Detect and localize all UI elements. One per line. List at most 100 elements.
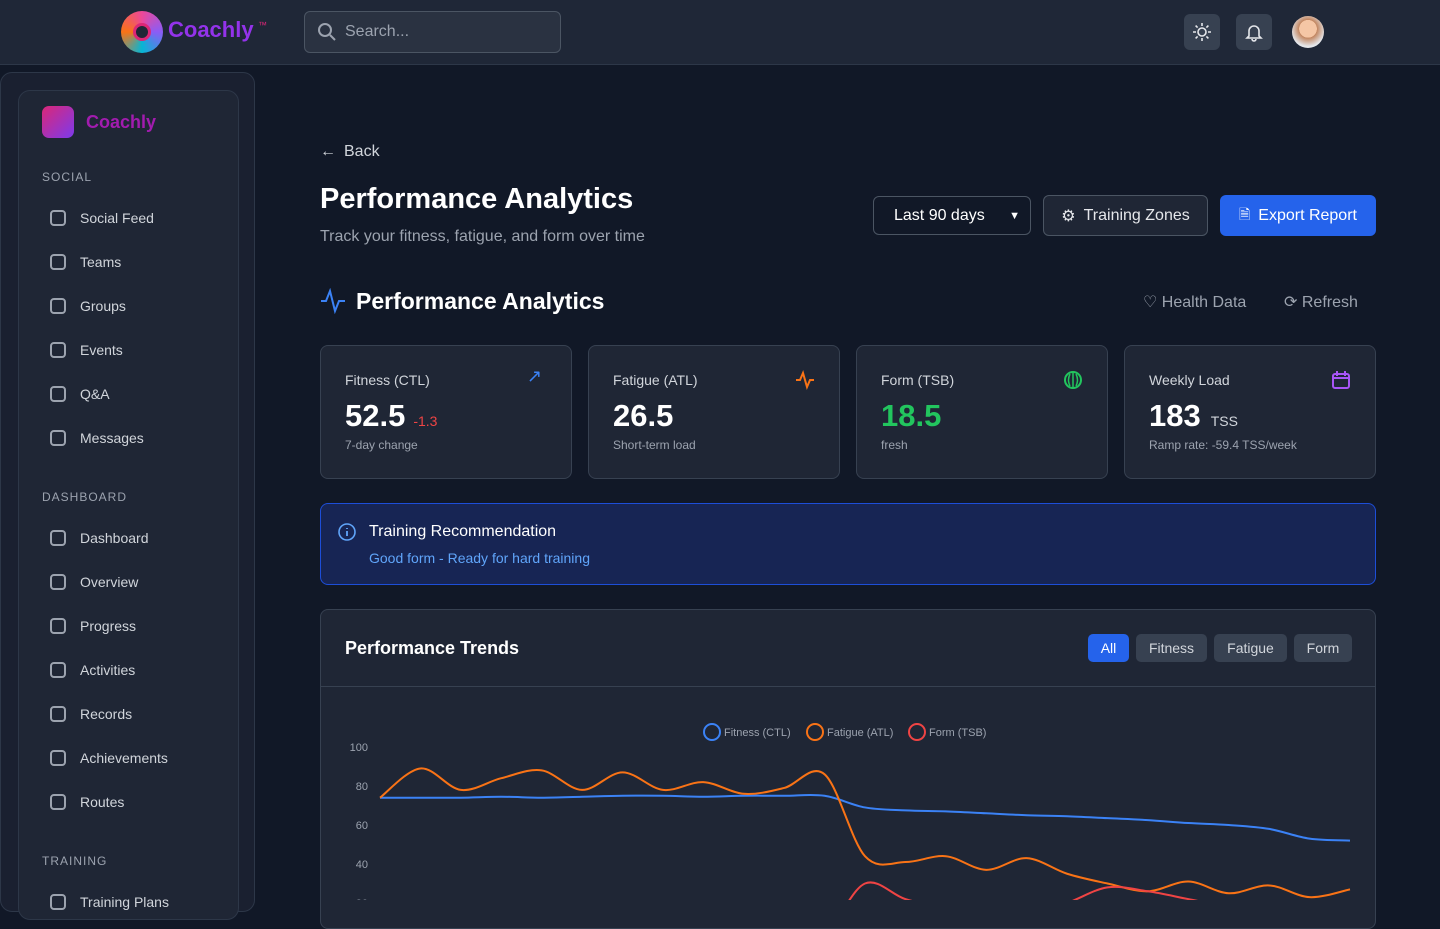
sidebar-icon <box>50 430 66 446</box>
recommendation-title: Training Recommendation <box>369 523 557 540</box>
sidebar-icon <box>50 254 66 270</box>
sidebar-icon <box>50 750 66 766</box>
stat-card: Weekly Load 183 TSS Ramp rate: -59.4 TSS/… <box>1124 345 1376 479</box>
sidebar-item[interactable]: Q&A <box>50 382 230 406</box>
avatar[interactable] <box>1292 16 1324 48</box>
y-tick-label: 40 <box>356 859 368 871</box>
sidebar-label: Progress <box>80 618 137 634</box>
health-text: Health Data <box>1161 294 1247 311</box>
info-icon <box>338 523 356 541</box>
card-note: 7-day change <box>345 438 418 452</box>
sidebar-label: Activities <box>80 662 136 678</box>
sidebar-icon <box>50 530 66 546</box>
sidebar-label: Achievements <box>80 750 168 766</box>
zones-button[interactable]: ⚙ Training Zones <box>1043 195 1208 236</box>
page-subtitle: Track your fitness, fatigue, and form ov… <box>320 228 645 245</box>
stat-card: Form (TSB) 18.5 fresh <box>856 345 1108 479</box>
chart: 020406080100Fitness (CTL)Fatigue (ATL)Fo… <box>350 723 1351 900</box>
filter-button[interactable]: Form <box>1294 634 1352 662</box>
refresh-button[interactable]: ⟳ Refresh <box>1284 294 1358 311</box>
sidebar-icon <box>50 618 66 634</box>
sidebar-label: Overview <box>80 574 139 590</box>
sun-icon <box>1193 23 1211 41</box>
logo-text[interactable]: Coachly <box>168 17 254 42</box>
sidebar-label: Social Feed <box>80 210 154 226</box>
card-unit: TSS <box>1210 413 1238 429</box>
filter-button[interactable]: Fitness <box>1136 634 1207 662</box>
notifications[interactable] <box>1236 14 1272 50</box>
legend-label: Fatigue (ATL) <box>827 727 893 739</box>
legend-swatch <box>908 723 926 741</box>
y-tick-label: 20 <box>356 898 368 900</box>
health-button[interactable]: ♡ Health Data <box>1143 294 1247 311</box>
line-series <box>848 881 1199 900</box>
card-value: 18.5 <box>881 398 942 433</box>
sidebar-item[interactable]: Records <box>50 702 230 726</box>
theme-toggle[interactable] <box>1184 14 1220 50</box>
card-icon <box>1332 371 1350 389</box>
trends-title: Performance Trends <box>345 638 520 658</box>
filter-button[interactable]: Fatigue <box>1214 634 1287 662</box>
brand-icon <box>42 106 74 138</box>
stat-card: Fatigue (ATL) 26.5 Short-term load <box>588 345 840 479</box>
zones-text: Training Zones <box>1083 206 1190 224</box>
sidebar-icon <box>50 894 66 910</box>
section-title: Performance Analytics <box>356 288 605 314</box>
sidebar-item[interactable]: Teams <box>50 250 230 274</box>
sidebar-icon <box>50 298 66 314</box>
y-tick-label: 80 <box>356 781 368 793</box>
card-icon: ↗ <box>527 366 543 386</box>
sidebar-icon <box>50 386 66 402</box>
sidebar-section-title: SOCIAL <box>42 170 93 184</box>
refresh-text: Refresh <box>1301 294 1358 311</box>
card-label: Form (TSB) <box>881 372 955 388</box>
sidebar-icon <box>50 574 66 590</box>
sidebar-item[interactable]: Training Plans <box>50 890 230 914</box>
legend-swatch <box>703 723 721 741</box>
brand-text[interactable]: Coachly <box>86 112 157 132</box>
sidebar-label: Teams <box>80 254 122 270</box>
range-text: Last 90 days <box>894 206 985 224</box>
search-box[interactable]: Search... <box>304 11 561 53</box>
sidebar-item[interactable]: Progress <box>50 614 230 638</box>
sidebar-label: Records <box>80 706 133 722</box>
stat-card: Fitness (CTL) ↗ 52.5 -1.3 7-day change <box>320 345 572 479</box>
sidebar-item[interactable]: Overview <box>50 570 230 594</box>
card-note: Short-term load <box>613 438 696 452</box>
back-text: Back <box>344 143 380 160</box>
card-value: 183 TSS <box>1149 398 1238 434</box>
sidebar-item[interactable]: Achievements <box>50 746 230 770</box>
range-select[interactable]: Last 90 days ▼ <box>873 196 1031 235</box>
logo-tm: ™ <box>258 20 267 30</box>
sidebar-icon <box>50 662 66 678</box>
card-label: Weekly Load <box>1149 372 1230 388</box>
export-button[interactable]: 🗎 Export Report <box>1220 195 1376 236</box>
sidebar-label: Routes <box>80 794 125 810</box>
filter-button[interactable]: All <box>1088 634 1129 662</box>
sidebar-label: Training Plans <box>80 894 169 910</box>
card-label: Fatigue (ATL) <box>613 372 698 388</box>
divider <box>321 686 1375 687</box>
line-series <box>379 793 1351 842</box>
sidebar-item[interactable]: Activities <box>50 658 230 682</box>
sidebar-label: Dashboard <box>80 530 149 546</box>
page-title: Performance Analytics <box>320 183 634 215</box>
sidebar-item[interactable]: Social Feed <box>50 206 230 230</box>
sidebar-item[interactable]: Events <box>50 338 230 362</box>
card-delta: -1.3 <box>413 413 438 429</box>
export-text: Export Report <box>1258 206 1357 224</box>
sidebar-item[interactable]: Groups <box>50 294 230 318</box>
sidebar-item[interactable]: Routes <box>50 790 230 814</box>
back-link[interactable]: ← Back <box>320 143 380 160</box>
trends-panel: Performance Trends All Fitness Fatigue Form <box>320 609 1376 929</box>
card-number: 52.5 <box>345 398 406 433</box>
sidebar-item[interactable]: Dashboard <box>50 526 230 550</box>
card-note: Ramp rate: -59.4 TSS/week <box>1149 438 1297 452</box>
card-icon <box>1064 371 1082 389</box>
card-note: fresh <box>881 438 908 452</box>
card-number: 183 <box>1149 398 1201 433</box>
search-icon <box>318 23 336 41</box>
sidebar-label: Messages <box>80 430 144 446</box>
sidebar-item[interactable]: Messages <box>50 426 230 450</box>
